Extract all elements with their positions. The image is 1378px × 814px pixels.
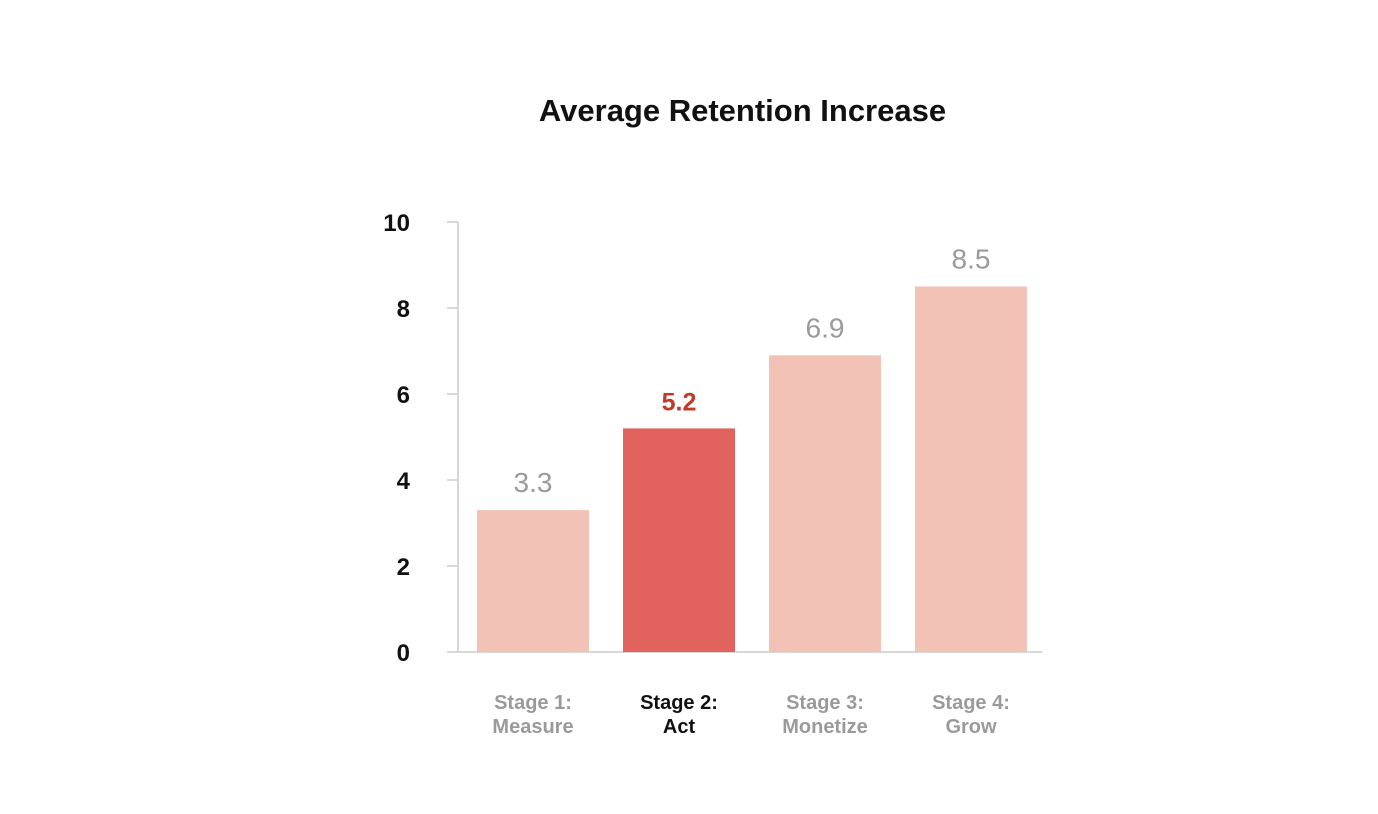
category-label-line: Stage 1: [494,692,572,714]
bar [769,355,881,652]
y-tick-label: 2 [397,554,410,581]
category-label-line: Monetize [782,716,868,738]
category-label-line: Stage 4: [932,692,1010,714]
bar [623,428,735,652]
y-tick-label: 8 [397,296,410,323]
category-label-line: Measure [492,716,573,738]
y-tick-label: 10 [383,210,410,237]
value-labels: 3.3 5.2 6.9 8.5 [514,244,991,499]
bar [477,510,589,652]
bars [477,286,1027,652]
category-label-line: Stage 2: [640,692,718,714]
category-label: Stage 1: Measure [492,692,573,738]
bar [915,286,1027,652]
category-label-line: Stage 3: [786,692,864,714]
value-label: 8.5 [952,244,991,275]
category-label: Stage 4: Grow [932,692,1010,738]
value-label: 5.2 [662,388,697,416]
value-label: 3.3 [514,467,553,498]
value-label: 6.9 [806,312,845,343]
category-label-line: Grow [945,716,997,738]
y-tick-label: 4 [397,468,411,495]
category-labels: Stage 1: Measure Stage 2: Act Stage 3: Moneti… [492,692,1009,738]
category-label: Stage 2: Act [640,692,718,738]
chart-title: Average Retention Increase [538,93,947,128]
y-tick-label: 6 [397,382,410,409]
category-label-line: Act [663,716,696,738]
y-axis-ticks: 0 2 4 6 8 10 [383,210,458,667]
category-label: Stage 3: Monetize [782,692,868,738]
y-tick-label: 0 [397,640,410,667]
